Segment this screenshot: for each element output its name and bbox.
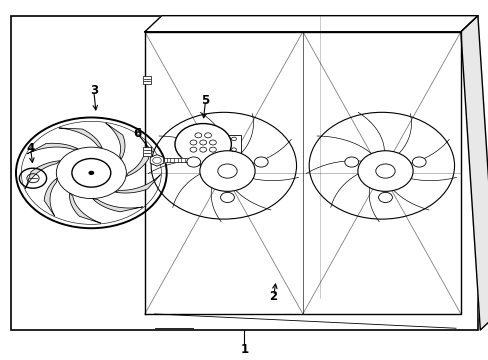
Circle shape [357,151,412,192]
Text: 6: 6 [133,127,142,140]
Bar [143,76,151,84]
Bar [11,16,477,330]
Circle shape [378,192,391,203]
Polygon shape [27,143,78,154]
Circle shape [344,157,358,167]
Text: 3: 3 [89,84,98,97]
Polygon shape [460,16,488,330]
Polygon shape [25,161,60,189]
Polygon shape [144,16,477,32]
Polygon shape [105,123,125,159]
Polygon shape [44,178,57,216]
Polygon shape [126,141,148,176]
Polygon shape [150,155,163,166]
Bar [227,135,240,153]
Polygon shape [115,175,160,193]
Circle shape [411,157,425,167]
Bar [143,147,151,156]
Text: 5: 5 [201,94,209,107]
Text: 2: 2 [269,289,277,303]
Circle shape [254,157,267,167]
Circle shape [175,123,231,165]
Circle shape [220,192,234,203]
Circle shape [186,157,200,167]
Polygon shape [92,199,142,212]
Text: 4: 4 [26,142,35,155]
Polygon shape [69,193,101,223]
Text: 1: 1 [240,343,248,356]
Circle shape [200,151,255,192]
Polygon shape [164,158,186,162]
Circle shape [88,171,94,175]
Polygon shape [144,32,460,314]
Polygon shape [59,128,102,148]
